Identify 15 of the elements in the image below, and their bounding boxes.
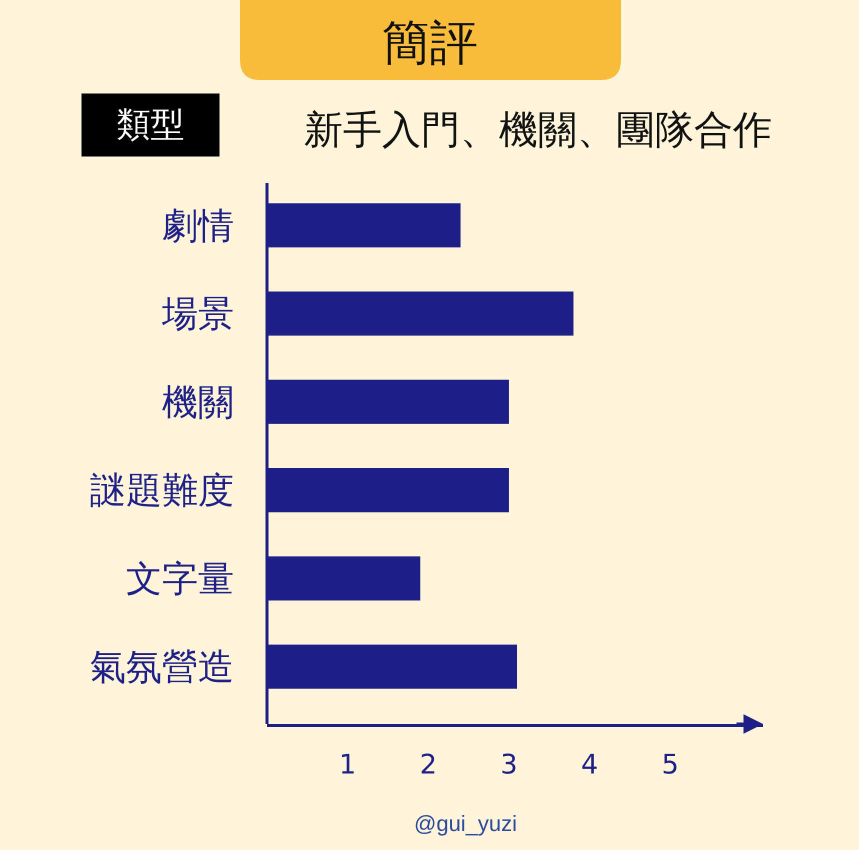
x-tick-label: 2 [420,749,437,780]
y-tick-label: 劇情 [162,204,234,246]
text: 新手入門、機關、團隊合作 [304,109,772,152]
y-tick-label: 文字量 [126,558,234,599]
y-tick-label: 機關 [162,381,234,422]
y-tick-label: 場景 [161,293,234,334]
x-tick-label: 4 [581,749,598,780]
chart-title: 簡評 [382,16,478,70]
x-tick-label: 1 [339,749,356,780]
text: 類型 [116,106,184,144]
y-tick-label: 謎題難度 [90,470,234,511]
x-tick-label: 3 [500,749,518,780]
text: @gui_yuzi [414,811,518,836]
y-tick-label: 氣氛營造 [90,646,234,688]
x-tick-label: 5 [662,749,679,780]
